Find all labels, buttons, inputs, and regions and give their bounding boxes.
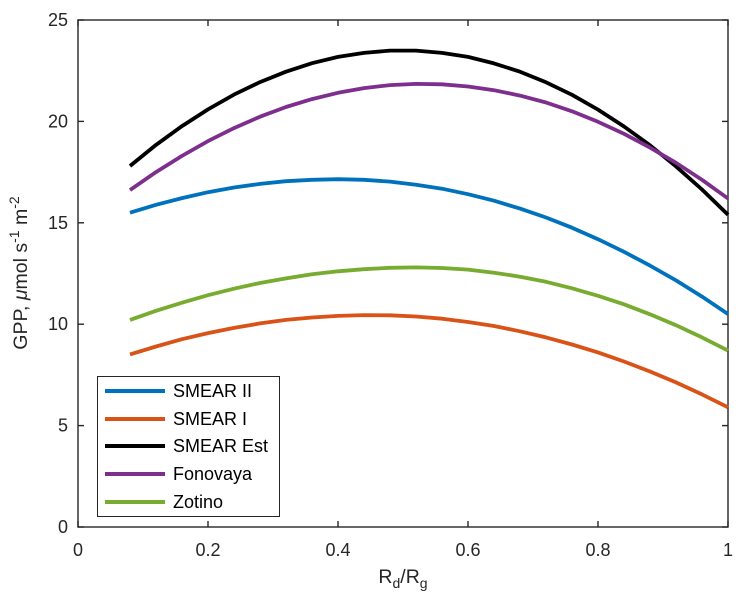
y-axis-label: GPP, μmol s-1 m-2 — [6, 196, 32, 350]
legend: SMEAR II SMEAR I SMEAR Est Fonovaya Zotino — [97, 376, 280, 517]
legend-item-fonovaya: Fonovaya — [105, 463, 279, 485]
legend-label: Zotino — [173, 492, 224, 513]
x-tick-label: 0.6 — [455, 540, 480, 560]
x-tick-label: 0.2 — [195, 540, 220, 560]
x-tick-label: 0.8 — [585, 540, 610, 560]
x-label-base2: /R — [400, 566, 420, 588]
legend-swatch-smear-est — [105, 444, 165, 449]
legend-item-smear-i: SMEAR I — [105, 408, 279, 430]
y-label-superscript-2: -2 — [6, 196, 22, 209]
y-tick-label: 25 — [48, 10, 68, 30]
series-layer — [128, 48, 730, 410]
series-line-zotino — [129, 265, 729, 353]
x-tick-label: 0 — [73, 540, 83, 560]
legend-swatch-smear-ii — [105, 388, 165, 393]
legend-item-smear-est: SMEAR Est — [105, 435, 279, 457]
x-label-base1: R — [378, 566, 392, 588]
legend-label: SMEAR Est — [173, 436, 269, 457]
y-tick-label: 5 — [58, 416, 68, 436]
y-label-prefix: GPP, — [10, 300, 32, 350]
mu-symbol: μ — [10, 289, 32, 301]
series-line-smear-est — [128, 48, 730, 217]
x-tick-label: 0.4 — [325, 540, 350, 560]
legend-item-zotino: Zotino — [105, 491, 279, 513]
y-label-unit2: m — [10, 209, 32, 231]
legend-swatch-fonovaya — [105, 472, 165, 477]
y-tick-label: 0 — [58, 517, 68, 537]
legend-item-smear-ii: SMEAR II — [105, 380, 279, 402]
legend-swatch-zotino — [105, 500, 165, 505]
legend-label: Fonovaya — [173, 464, 253, 485]
legend-label: SMEAR II — [173, 380, 253, 401]
plot-box — [77, 19, 729, 528]
y-tick-label: 20 — [48, 111, 68, 131]
legend-swatch-smear-i — [105, 416, 165, 421]
y-tick-label: 15 — [48, 213, 68, 233]
x-axis-label: Rd/Rg — [378, 566, 427, 591]
y-label-unit1: mol s — [10, 243, 32, 290]
series-line-fonovaya — [128, 82, 730, 201]
legend-label: SMEAR I — [173, 408, 248, 429]
x-label-subscript-d: d — [393, 575, 401, 591]
series-line-smear-ii — [129, 177, 730, 316]
y-label-superscript-1: -1 — [6, 230, 22, 243]
y-tick-label: 10 — [48, 314, 68, 334]
series-line-smear-i — [129, 313, 729, 410]
axes-layer — [77, 19, 729, 528]
x-label-subscript-g: g — [420, 575, 428, 591]
x-tick-label: 1 — [723, 540, 733, 560]
